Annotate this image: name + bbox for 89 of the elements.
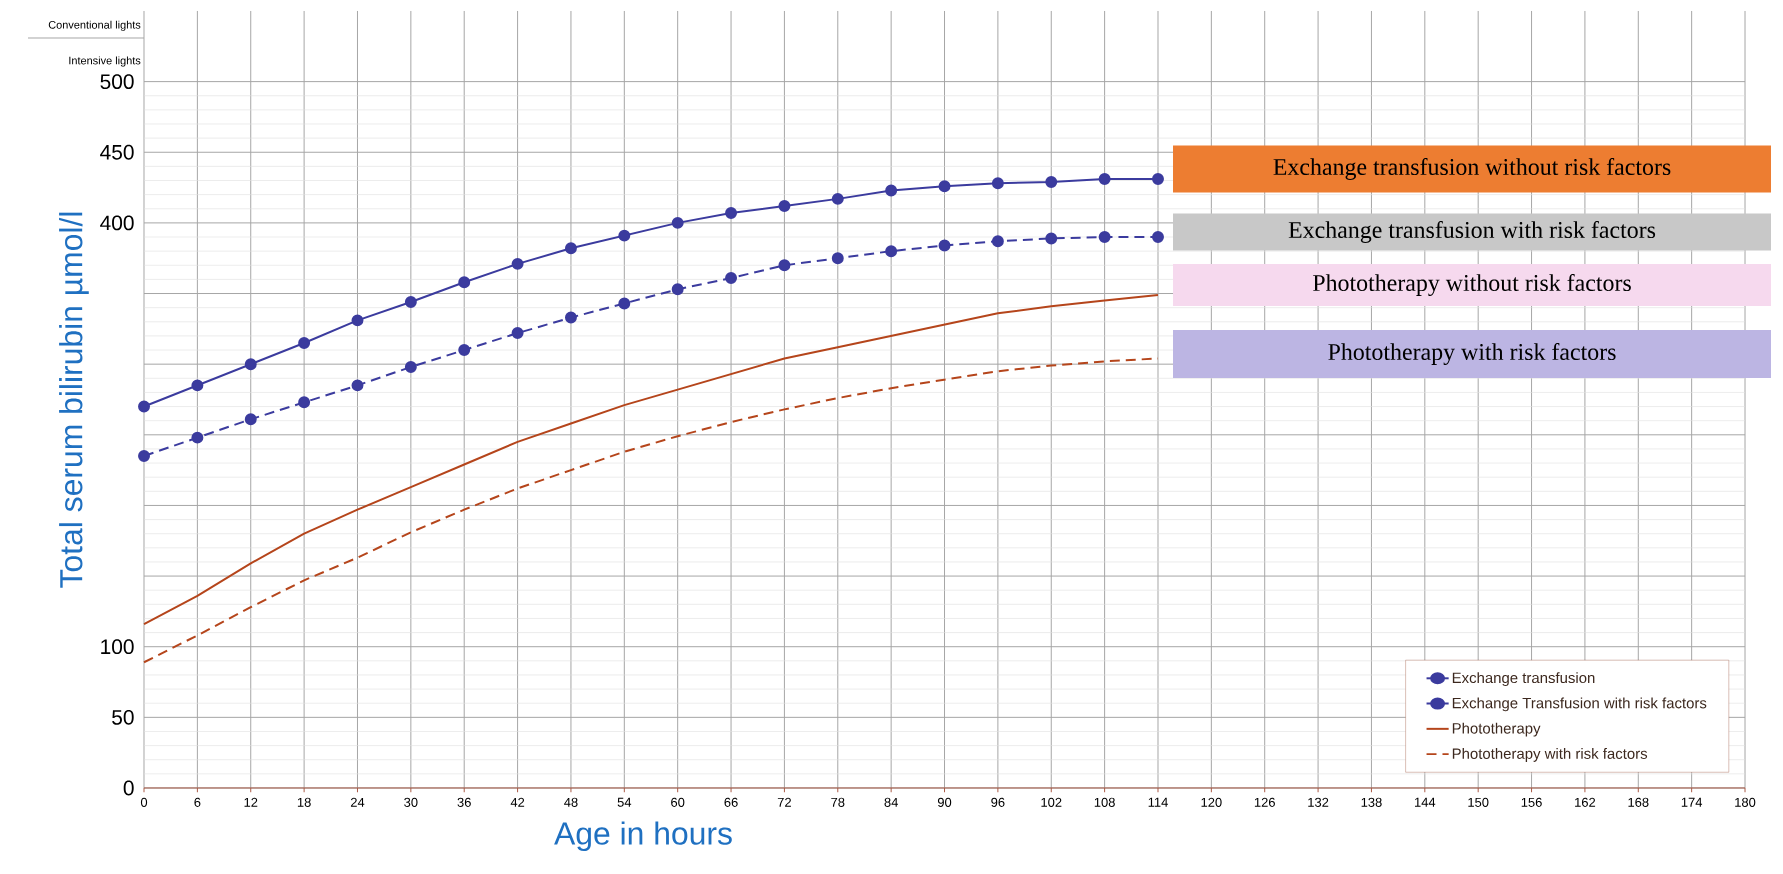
x-tick-label: 180 bbox=[1735, 797, 1756, 807]
point bbox=[991, 177, 1004, 190]
point bbox=[1045, 175, 1058, 188]
point bbox=[351, 314, 364, 327]
point bbox=[191, 379, 204, 392]
x-tick-label: 24 bbox=[350, 797, 365, 807]
x-tick-label: 18 bbox=[297, 797, 311, 807]
point bbox=[618, 297, 631, 310]
point bbox=[1098, 173, 1111, 186]
point bbox=[671, 216, 684, 229]
x-tick-label: 66 bbox=[724, 797, 738, 807]
x-tick-label: 126 bbox=[1254, 797, 1275, 807]
annotation: Phototherapy with risk factors bbox=[1328, 343, 1616, 365]
point bbox=[831, 192, 844, 205]
point bbox=[404, 361, 417, 373]
x-tick-label: 54 bbox=[617, 797, 632, 807]
point bbox=[1098, 231, 1111, 243]
legend-label: Phototherapy with risk factors bbox=[1452, 747, 1648, 762]
annotation: Exchange transfusion without risk factors bbox=[1273, 158, 1671, 180]
y-tick-label: 50 bbox=[112, 709, 134, 725]
y-tick-label: 100 bbox=[101, 639, 134, 655]
point bbox=[564, 242, 577, 255]
point bbox=[991, 235, 1004, 248]
x-tick-label: 60 bbox=[671, 797, 685, 807]
x-tick-label: 0 bbox=[140, 797, 148, 807]
x-tick-label: 138 bbox=[1361, 797, 1382, 807]
x-tick-label: 156 bbox=[1521, 797, 1542, 807]
point bbox=[938, 239, 951, 252]
point bbox=[458, 344, 471, 357]
point bbox=[298, 336, 311, 349]
x-tick-label: 108 bbox=[1094, 797, 1115, 807]
y-tick-label: 400 bbox=[100, 215, 134, 231]
point bbox=[885, 184, 898, 197]
x-tick-label: 90 bbox=[937, 797, 952, 807]
x-axis-title: Age in hours bbox=[554, 821, 732, 852]
x-tick-label: 78 bbox=[831, 797, 845, 807]
y-tick-label: 0 bbox=[123, 780, 134, 796]
x-tick-label: 174 bbox=[1681, 797, 1703, 807]
point bbox=[778, 259, 791, 272]
point bbox=[938, 180, 951, 193]
point bbox=[1045, 232, 1058, 245]
point bbox=[404, 296, 417, 308]
x-tick-label: 36 bbox=[457, 797, 471, 807]
point bbox=[618, 229, 631, 242]
x-tick-label: 42 bbox=[510, 797, 525, 807]
point bbox=[511, 257, 524, 270]
y-tick-label: 500 bbox=[100, 74, 134, 90]
point bbox=[778, 199, 791, 212]
x-tick-label: 84 bbox=[884, 797, 898, 807]
point bbox=[831, 252, 844, 265]
point bbox=[138, 400, 150, 413]
y-axis-title: Total serum bilirubin µmol/l bbox=[59, 212, 89, 588]
point bbox=[244, 413, 257, 426]
point bbox=[244, 358, 257, 371]
point bbox=[138, 450, 150, 462]
x-tick-label: 150 bbox=[1468, 797, 1489, 807]
x-tick-label: 102 bbox=[1041, 797, 1062, 807]
x-tick-label: 114 bbox=[1148, 797, 1168, 807]
legend-label: Exchange transfusion bbox=[1452, 672, 1595, 687]
annotation: Phototherapy without risk factors bbox=[1312, 274, 1631, 296]
y-tick-label: 450 bbox=[100, 144, 134, 160]
legend-label: Phototherapy bbox=[1452, 722, 1541, 737]
point bbox=[725, 207, 738, 219]
point bbox=[671, 283, 684, 296]
point bbox=[1152, 231, 1164, 243]
x-tick-label: 144 bbox=[1415, 797, 1436, 807]
x-tick-label: 132 bbox=[1308, 797, 1329, 807]
point bbox=[725, 272, 738, 284]
point bbox=[511, 327, 524, 340]
point bbox=[564, 311, 577, 324]
x-tick-label: 168 bbox=[1628, 797, 1649, 807]
x-tick-label: 6 bbox=[194, 797, 201, 807]
x-tick-label: 30 bbox=[404, 797, 418, 807]
x-tick-label: 162 bbox=[1575, 797, 1596, 807]
x-tick-label: 12 bbox=[244, 797, 258, 807]
point bbox=[885, 245, 898, 258]
annotation: Exchange transfusion with risk factors bbox=[1288, 221, 1656, 243]
x-tick-label: 96 bbox=[991, 797, 1005, 807]
point bbox=[351, 379, 364, 392]
point bbox=[298, 396, 311, 409]
x-tick-label: 72 bbox=[777, 797, 791, 807]
point bbox=[458, 276, 471, 289]
x-tick-label: 48 bbox=[564, 797, 578, 807]
point bbox=[1152, 173, 1164, 186]
text: Intensive lights bbox=[69, 56, 141, 67]
point bbox=[191, 431, 204, 444]
text: Conventional lights bbox=[48, 20, 141, 31]
x-tick-label: 120 bbox=[1201, 797, 1222, 807]
legend-label: Exchange Transfusion with risk factors bbox=[1452, 697, 1707, 712]
